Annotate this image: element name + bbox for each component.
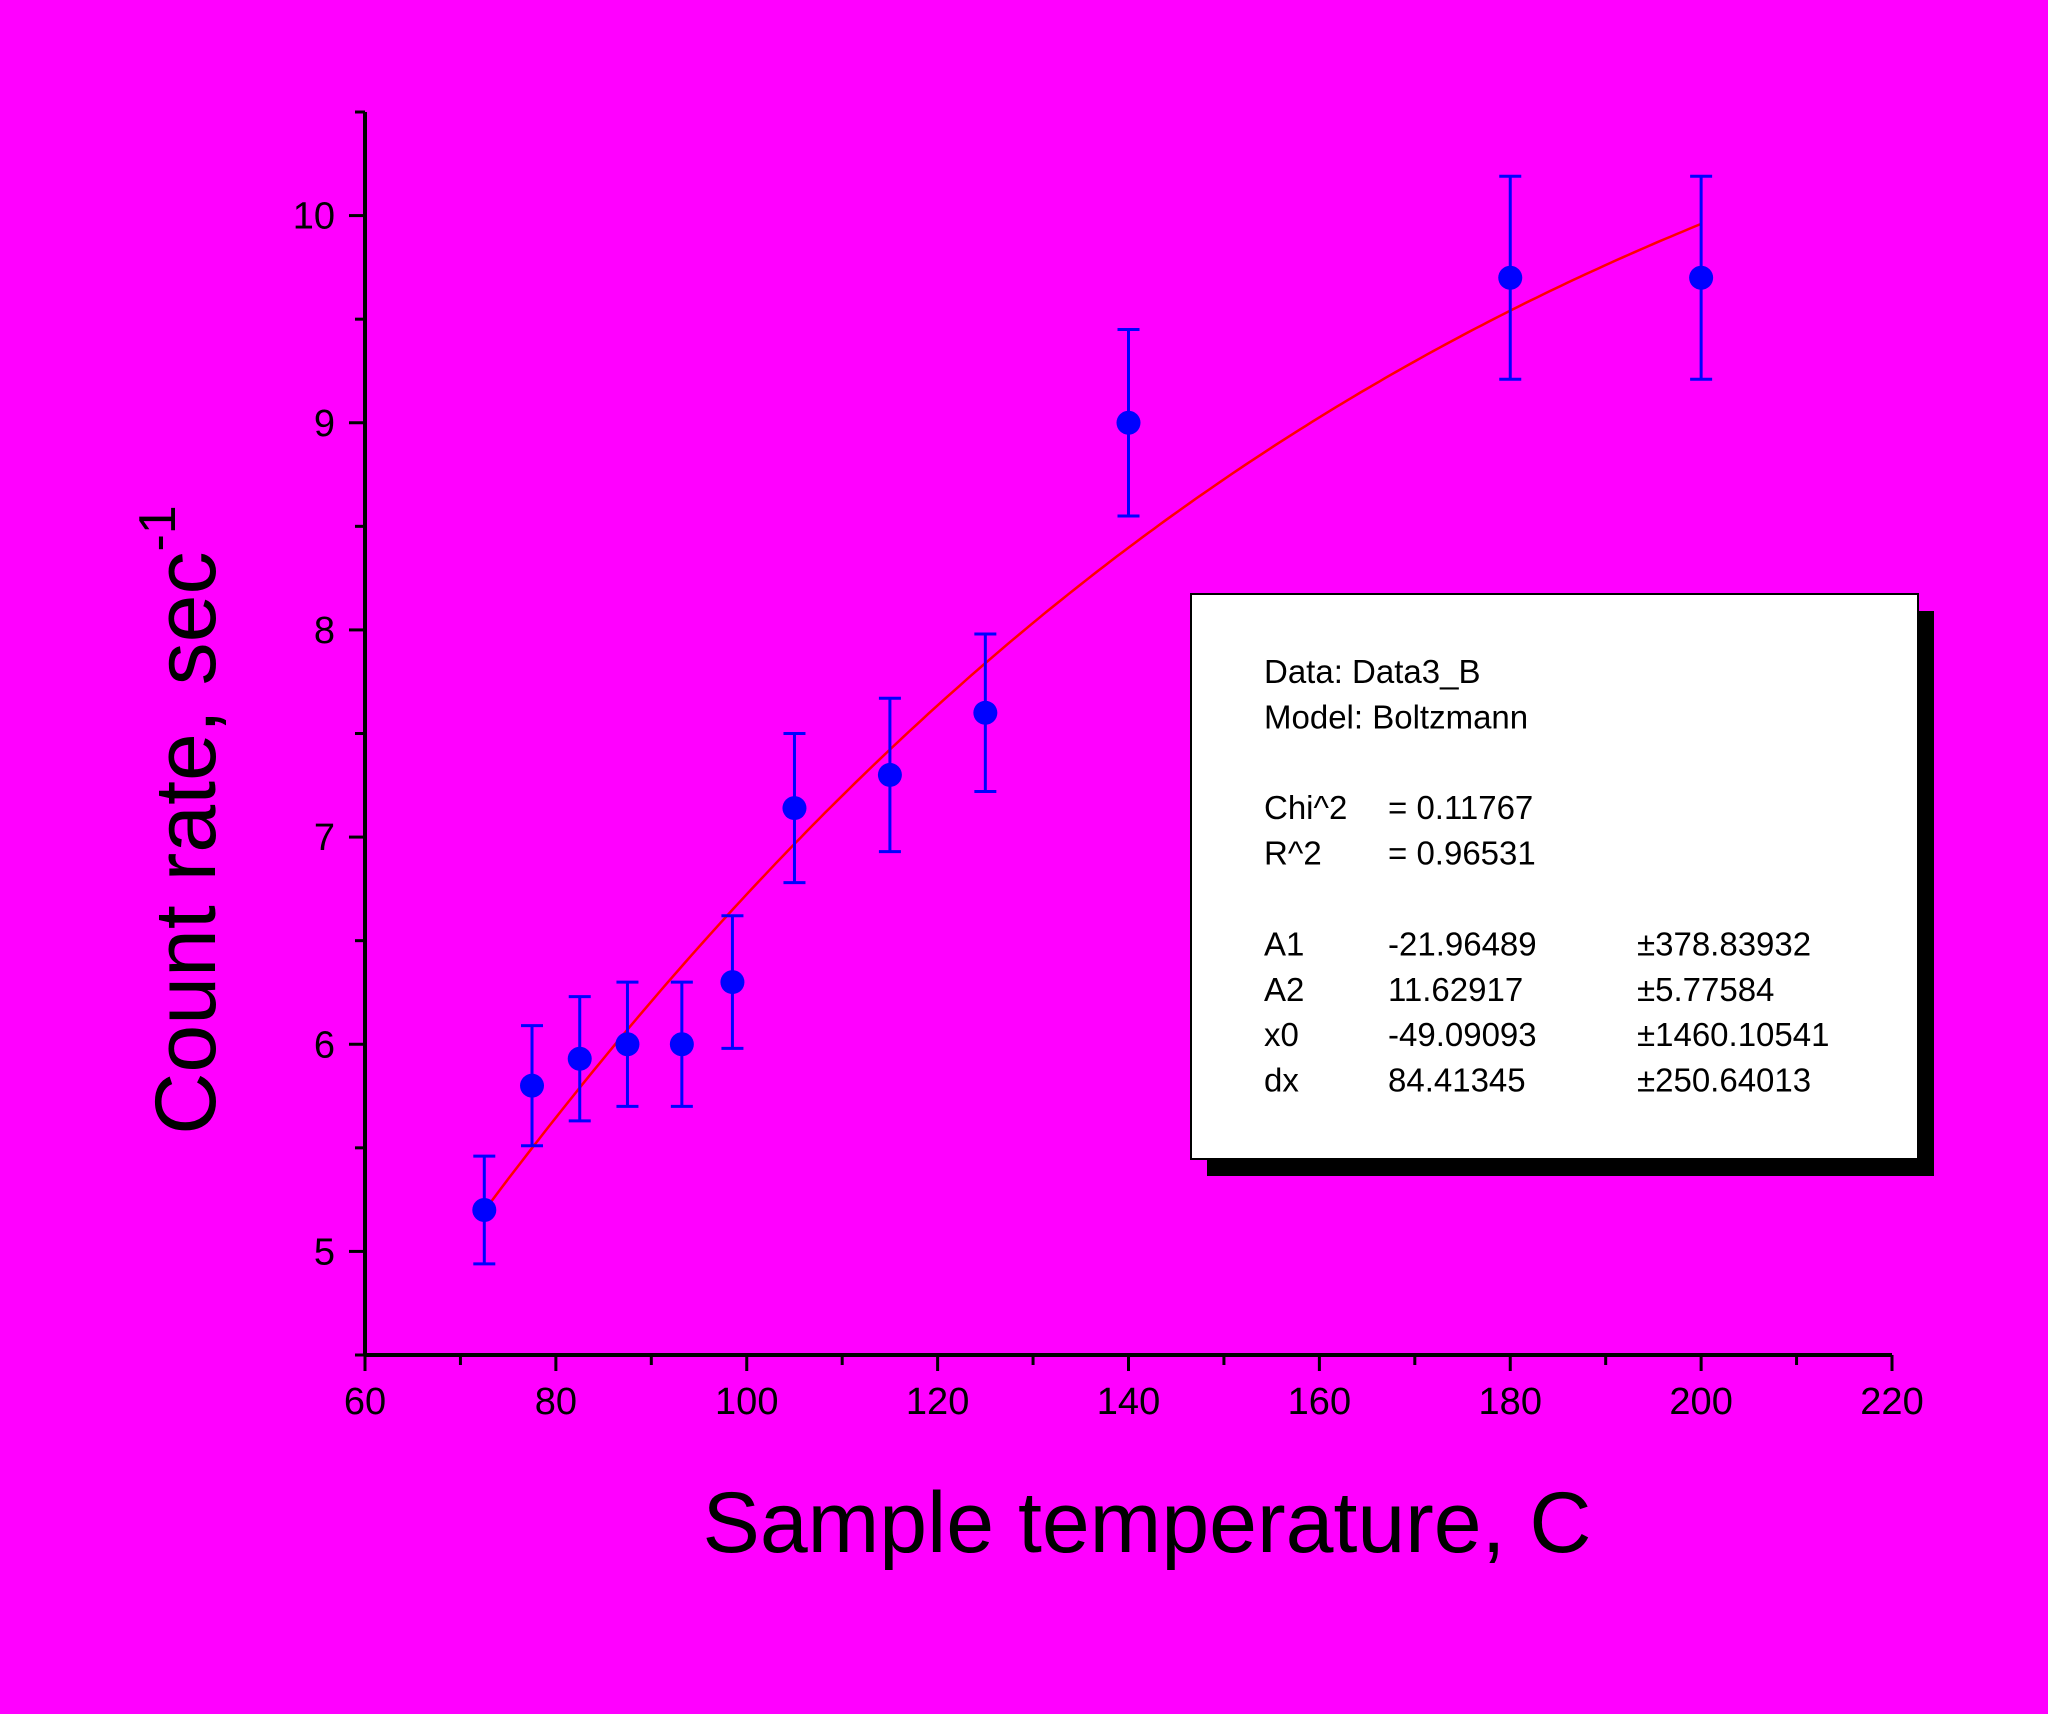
data-point [877,762,902,787]
fit-results-text: 84.41345 [1388,1062,1526,1099]
data-point-group [973,632,998,794]
fit-curve [483,222,1702,1212]
data-point-group [615,980,640,1108]
fit-results-text: A1 [1264,925,1304,962]
fit-results-text: = 0.96531 [1388,835,1536,872]
data-point [1498,265,1523,290]
fit-results-text: Chi^2 [1264,789,1347,826]
fit-results-text: = 0.11767 [1388,789,1533,826]
y-tick-label: 8 [314,610,335,652]
fit-results-text: -49.09093 [1388,1016,1537,1053]
x-tick-label: 160 [1288,1381,1351,1423]
y-tick-label: 6 [314,1024,335,1066]
y-tick-label: 5 [314,1231,335,1273]
data-point [669,1032,694,1057]
y-axis-title-main: Count rate, sec [138,552,234,1135]
x-tick-label: 100 [715,1381,778,1423]
fit-results-box: Data: Data3_B Model: Boltzmann Chi^2 = 0.11… [1190,593,1934,1176]
fit-results-text: -21.96489 [1388,925,1537,962]
data-point-group [782,732,807,885]
data-points-layer [472,174,1714,1266]
x-tick-label: 140 [1097,1381,1160,1423]
data-point-group [567,995,592,1123]
data-point [720,970,745,995]
fit-curve-layer [483,222,1702,1212]
data-point [973,700,998,725]
data-point [520,1073,545,1098]
data-point-group [720,914,745,1050]
fit-results-text: A2 [1264,971,1304,1008]
fit-results-text: x0 [1264,1016,1299,1053]
x-tick-label: 80 [535,1381,577,1423]
data-point-group [1689,174,1714,381]
x-tick-label: 180 [1479,1381,1542,1423]
y-tick-label: 9 [314,403,335,445]
data-point-group [669,980,694,1108]
data-point-group [1498,174,1523,381]
fit-results-text: ±5.77584 [1637,971,1774,1008]
data-point [1689,265,1714,290]
data-point [1116,410,1141,435]
data-point [567,1046,592,1071]
y-tick-label: 10 [293,196,335,238]
y-axis-title-superscript: -1 [129,505,187,551]
data-point-group [1116,328,1141,518]
y-tick-label: 7 [314,817,335,859]
data-point [782,796,807,821]
data-point-group [472,1154,497,1266]
data-point-group [520,1024,545,1148]
fit-results-text: ±378.83932 [1637,925,1811,962]
x-tick-label: 200 [1669,1381,1732,1423]
fit-results-text: Model: Boltzmann [1264,698,1528,735]
fit-results-text: R^2 [1264,835,1322,872]
x-axis-title: Sample temperature, C [702,1475,1591,1571]
fit-results-panel [1190,593,1919,1160]
x-tick-label: 120 [906,1381,969,1423]
y-axis-title: Count rate, sec-1 [129,505,234,1134]
fit-results-text: 11.62917 [1388,971,1523,1008]
x-tick-label: 220 [1860,1381,1923,1423]
fit-results-text: dx [1264,1062,1299,1099]
data-point [472,1197,497,1222]
fit-results-text: ±1460.10541 [1637,1016,1829,1053]
data-point [615,1032,640,1057]
data-point-group [877,696,902,854]
axes: 60 80 100 120 140 160 180 200 220 5 6 7 8 9 10 [293,110,1924,1423]
fit-results-text: Data: Data3_B [1264,653,1480,690]
fit-results-text: ±250.64013 [1637,1062,1811,1099]
x-tick-label: 60 [344,1381,386,1423]
